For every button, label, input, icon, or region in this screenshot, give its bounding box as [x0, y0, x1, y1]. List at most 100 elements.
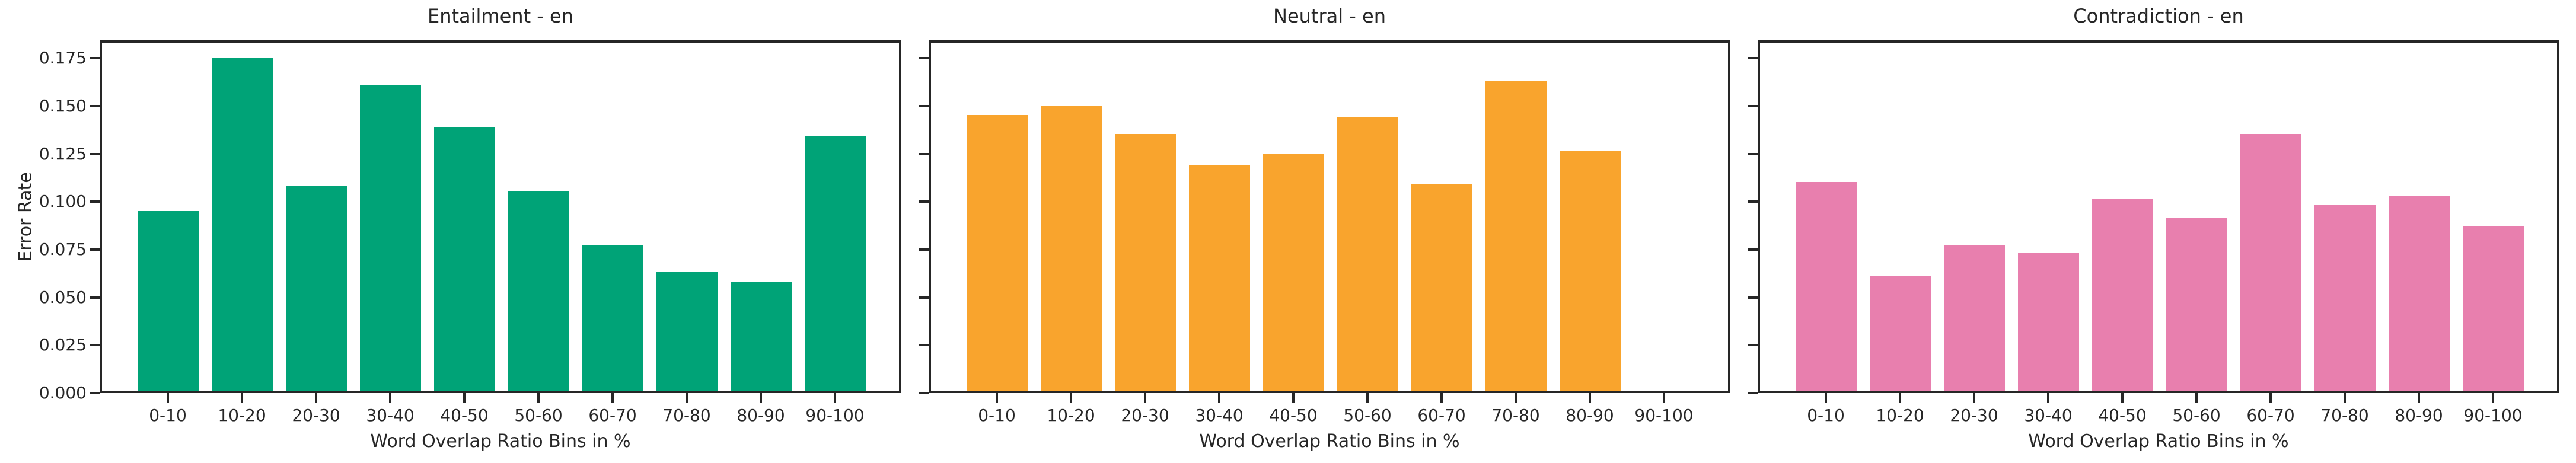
bar-50-60	[508, 191, 569, 391]
y-tick	[919, 200, 929, 203]
x-tick	[1825, 393, 1827, 403]
x-tick	[1973, 393, 1975, 403]
x-tick	[1366, 393, 1369, 403]
x-tick-label: 90-100	[2463, 405, 2523, 425]
x-tick-label: 60-70	[588, 405, 637, 425]
x-tick	[1515, 393, 1517, 403]
x-tick	[1218, 393, 1220, 403]
x-tick	[834, 393, 836, 403]
y-tick	[1748, 248, 1758, 251]
subplot-neutral: Neutral - en 0-10 10-20 20-30 30-40 40-50 50-…	[919, 0, 1730, 463]
x-tick	[1144, 393, 1146, 403]
x-tick-label: 10-20	[218, 405, 266, 425]
y-tick	[1748, 57, 1758, 60]
x-tick-label: 40-50	[2098, 405, 2147, 425]
y-tick	[90, 200, 100, 203]
x-tick-label: 0-10	[149, 405, 187, 425]
subplot-title: Entailment - en	[428, 5, 573, 27]
y-tick	[90, 296, 100, 299]
y-tick-label: 0.000	[39, 383, 87, 403]
bar-40-50	[433, 127, 495, 391]
y-tick	[1748, 296, 1758, 299]
x-tick	[2344, 393, 2346, 403]
x-tick-label: 40-50	[440, 405, 489, 425]
bar-10-20	[1869, 276, 1931, 391]
y-tick-label: 0.075	[39, 239, 87, 259]
bar-30-40	[1188, 165, 1250, 391]
bar-80-90	[1559, 151, 1621, 391]
bar-50-60	[2166, 218, 2227, 391]
y-tick	[919, 57, 929, 60]
x-tick-label: 10-20	[1047, 405, 1095, 425]
x-tick	[1663, 393, 1665, 403]
y-tick	[919, 104, 929, 107]
y-tick-label: 0.050	[39, 287, 87, 307]
bar-0-10	[1795, 182, 1857, 391]
x-tick-label: 70-80	[662, 405, 711, 425]
bar-30-40	[2017, 253, 2079, 391]
bar-40-50	[2092, 199, 2153, 391]
bar-60-70	[1411, 184, 1472, 391]
y-tick	[919, 344, 929, 347]
bar-60-70	[2240, 134, 2301, 391]
y-tick	[90, 104, 100, 107]
x-tick-label: 60-70	[2246, 405, 2295, 425]
x-tick-label: 80-90	[1566, 405, 1614, 425]
x-tick	[760, 393, 762, 403]
x-tick-label: 20-30	[1121, 405, 1169, 425]
bar-20-30	[1114, 134, 1176, 391]
x-tick	[463, 393, 466, 403]
x-tick-label: 50-60	[1343, 405, 1392, 425]
bar-40-50	[1263, 154, 1324, 391]
bar-30-40	[359, 85, 421, 391]
x-tick-label: 80-90	[737, 405, 785, 425]
x-tick-label: 40-50	[1269, 405, 1318, 425]
y-tick	[90, 392, 100, 394]
x-tick	[537, 393, 540, 403]
bar-70-80	[2314, 205, 2376, 391]
x-tick-label: 80-90	[2395, 405, 2443, 425]
x-tick	[1070, 393, 1072, 403]
bar-20-30	[1943, 245, 2005, 391]
bar-90-100	[2462, 226, 2524, 391]
x-tick	[2492, 393, 2494, 403]
x-tick	[2121, 393, 2124, 403]
x-tick-label: 30-40	[1195, 405, 1244, 425]
bar-10-20	[1040, 106, 1102, 391]
plot-area	[1748, 40, 2559, 403]
x-axis-title: Word Overlap Ratio Bins in %	[370, 431, 631, 452]
x-tick-label: 30-40	[2024, 405, 2073, 425]
y-tick	[1748, 392, 1758, 394]
y-tick	[919, 248, 929, 251]
bar-50-60	[1337, 117, 1398, 391]
y-tick-label: 0.100	[39, 191, 87, 212]
x-tick-label: 50-60	[514, 405, 563, 425]
subplot-title: Contradiction - en	[2073, 5, 2244, 27]
x-tick	[2047, 393, 2049, 403]
subplot-title: Neutral - en	[1273, 5, 1386, 27]
x-tick	[2418, 393, 2420, 403]
x-tick	[996, 393, 998, 403]
y-tick	[90, 248, 100, 251]
x-tick	[167, 393, 169, 403]
x-tick-label: 20-30	[292, 405, 340, 425]
plot-area	[90, 40, 901, 403]
x-axis-title: Word Overlap Ratio Bins in %	[1199, 431, 1460, 452]
x-tick-label: 10-20	[1876, 405, 1924, 425]
y-tick	[1748, 104, 1758, 107]
x-tick-label: 20-30	[1950, 405, 1998, 425]
x-tick	[389, 393, 391, 403]
x-tick-label: 30-40	[366, 405, 415, 425]
bar-80-90	[730, 282, 792, 391]
x-tick	[241, 393, 243, 403]
x-tick	[611, 393, 614, 403]
y-tick-label: 0.125	[39, 143, 87, 164]
x-tick-label: 60-70	[1417, 405, 1466, 425]
x-tick	[2195, 393, 2198, 403]
bar-70-80	[1485, 81, 1547, 391]
bar-80-90	[2388, 196, 2450, 391]
bar-20-30	[285, 186, 347, 391]
bar-0-10	[966, 115, 1028, 391]
subplot-contradiction: Contradiction - en 0-10 10-20 20-30 30-40 40…	[1748, 0, 2559, 463]
